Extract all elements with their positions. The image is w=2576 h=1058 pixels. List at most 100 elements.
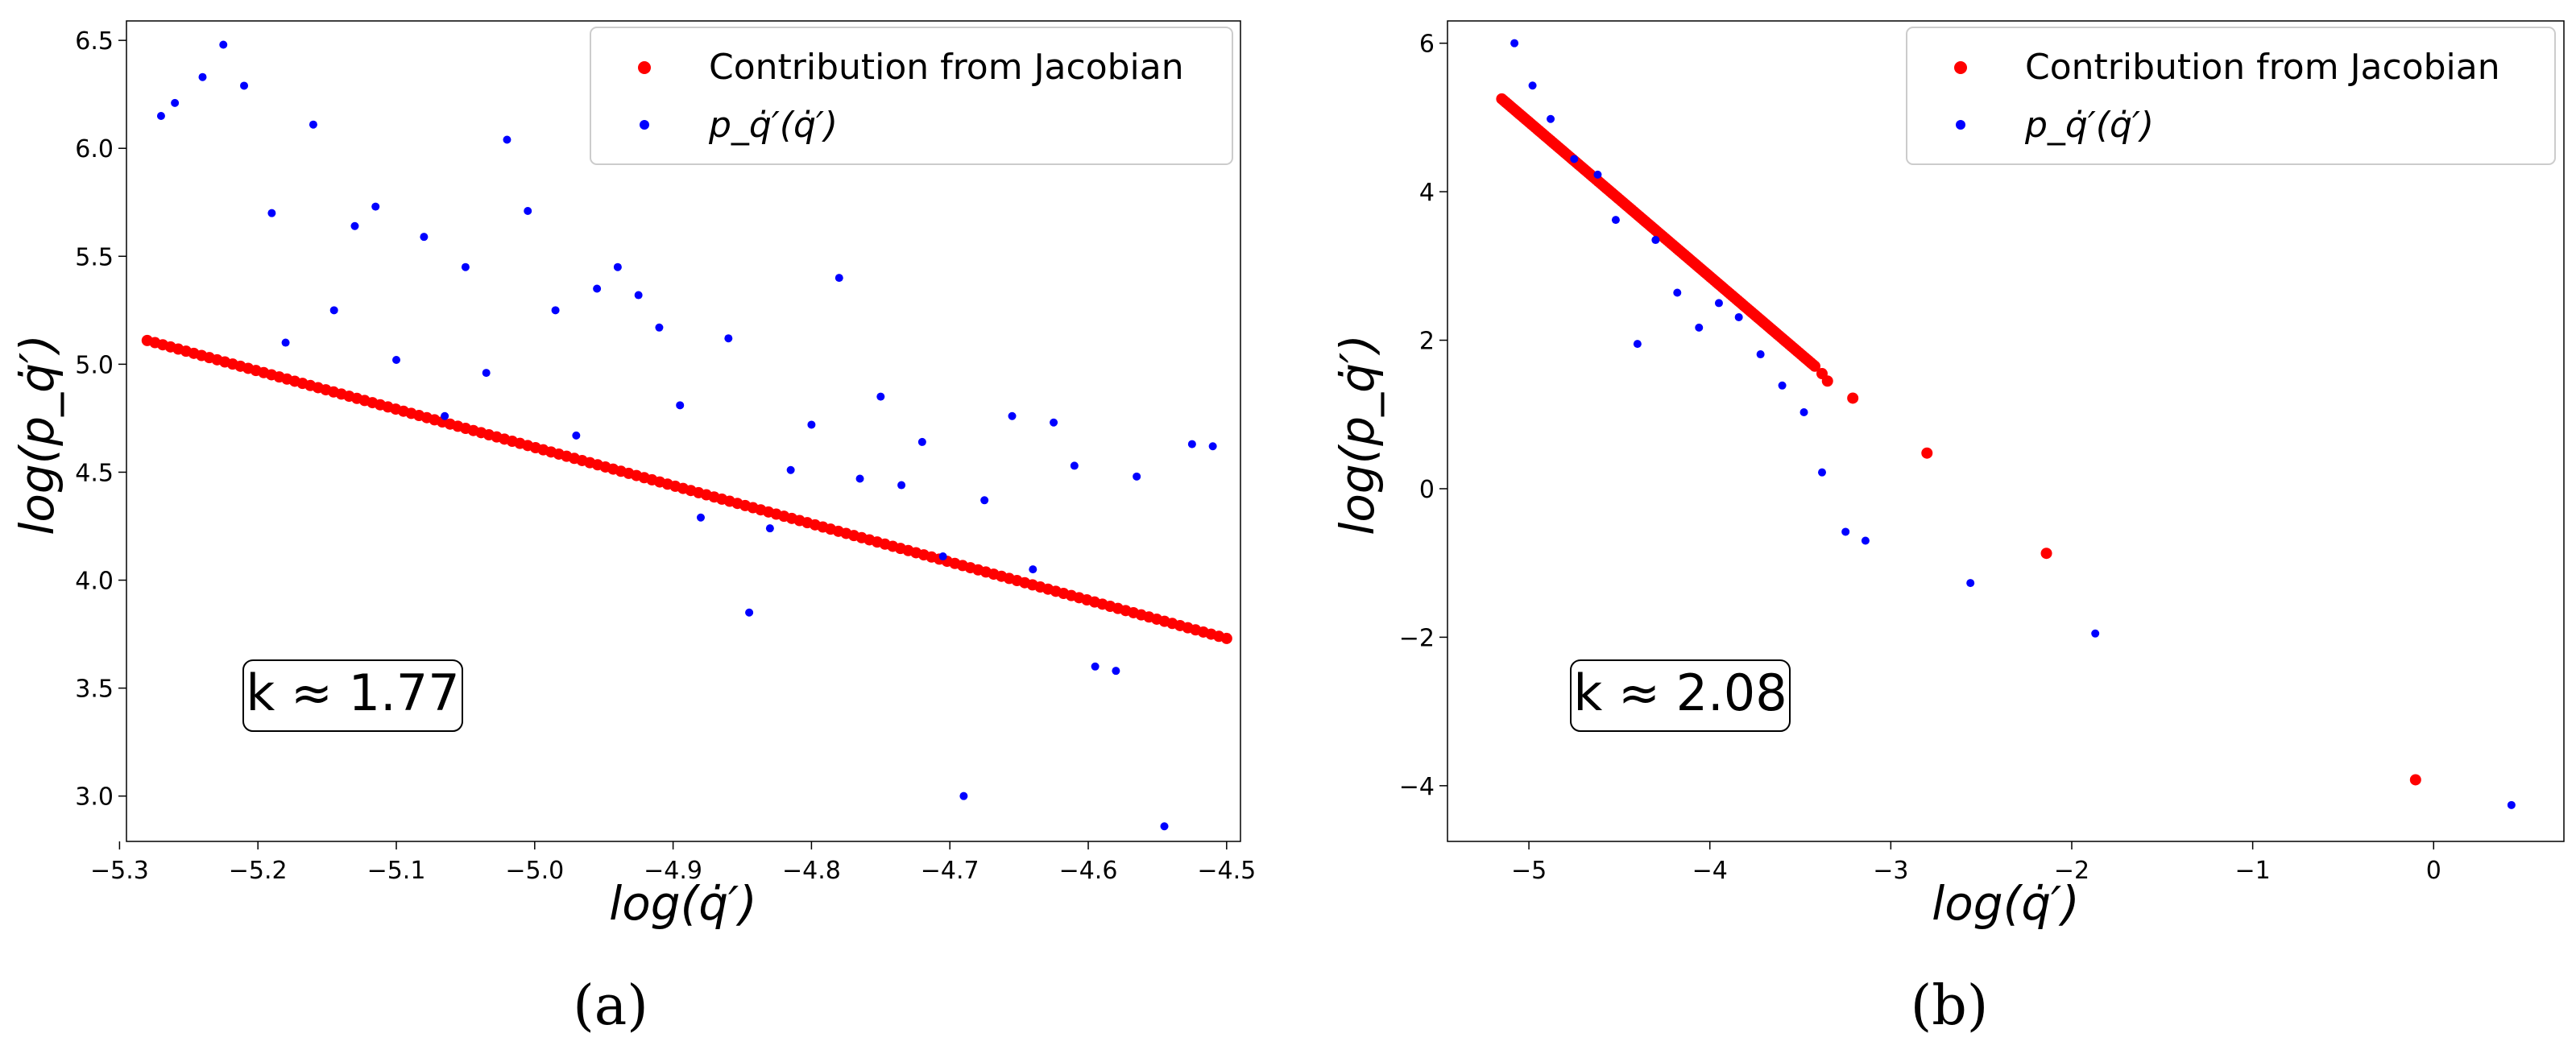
density-point-b xyxy=(1633,340,1642,349)
jacobian-point-b xyxy=(2409,774,2421,786)
density-point-a xyxy=(1091,662,1100,671)
density-point-a xyxy=(420,233,429,242)
density-point-b xyxy=(1695,323,1704,332)
density-point-a xyxy=(917,437,926,446)
density-point-b xyxy=(1861,536,1870,545)
legend-box-a xyxy=(590,27,1233,165)
x-tick-label: −1 xyxy=(2235,857,2271,885)
density-point-a xyxy=(267,209,276,217)
density-point-a xyxy=(876,392,885,401)
x-tick-label: −4.8 xyxy=(782,857,841,885)
density-point-b xyxy=(2507,800,2516,809)
x-tick-label: −5.0 xyxy=(505,857,564,885)
density-point-a xyxy=(350,221,359,230)
y-tick-label: 0 xyxy=(1419,476,1435,504)
density-point-b xyxy=(1817,468,1826,477)
density-point-b xyxy=(1756,350,1765,359)
density-point-b xyxy=(1673,288,1682,297)
density-point-a xyxy=(855,474,864,483)
x-tick-label: −5.2 xyxy=(229,857,288,885)
density-point-a xyxy=(461,262,470,271)
y-tick-label: 4 xyxy=(1419,179,1435,207)
legend-marker-density-b xyxy=(1956,120,1965,130)
density-point-a xyxy=(240,81,249,90)
jacobian-point-a xyxy=(1220,632,1232,644)
density-point-a xyxy=(281,338,290,347)
y-tick-label: 4.5 xyxy=(75,459,114,487)
x-tick-label: −5 xyxy=(1511,857,1547,885)
ticks-b: −5 −4 −3 −2 −1 0 −4 −2 0 2 4 6 xyxy=(1399,31,2441,885)
density-point-b xyxy=(1841,527,1850,536)
y-tick-label: 6.5 xyxy=(75,27,114,56)
x-axis-label-a: log(q̇′) xyxy=(609,876,757,931)
annotation-box-b xyxy=(1570,659,1791,732)
density-point-a xyxy=(634,291,643,300)
density-point-b xyxy=(1570,155,1579,163)
x-tick-label: −4.9 xyxy=(644,857,702,885)
annotation-a: k ≈ 1.77 xyxy=(242,659,463,732)
legend-marker-jacobian-b xyxy=(1954,61,1967,74)
density-point-a xyxy=(309,120,317,129)
density-point-b xyxy=(1651,236,1660,245)
legend-label-density-b: p_q̇′(q̇′) xyxy=(2024,105,2154,146)
legend-label-jacobian-a: Contribution from Jacobian xyxy=(709,47,1184,88)
density-point-a xyxy=(897,481,906,490)
density-point-a xyxy=(329,306,338,315)
legend-label-jacobian-b: Contribution from Jacobian xyxy=(2025,47,2500,88)
density-point-b xyxy=(1510,39,1519,48)
density-point-a xyxy=(765,524,774,533)
y-tick-label: 2 xyxy=(1419,328,1435,356)
density-point-a xyxy=(786,465,795,474)
annotation-text-b: k ≈ 2.08 xyxy=(1573,663,1787,722)
legend-marker-density-a xyxy=(640,120,649,130)
density-point-a xyxy=(1112,667,1120,676)
legend-a: Contribution from Jacobian p_q̇′(q̇′) xyxy=(590,27,1233,165)
density-point-b xyxy=(1547,114,1555,123)
density-point-a xyxy=(655,323,664,332)
density-point-a xyxy=(593,284,602,293)
jacobian-point-b xyxy=(2040,548,2052,560)
density-point-a xyxy=(1133,472,1141,481)
density-point-a xyxy=(441,411,449,420)
density-point-a xyxy=(1050,418,1058,427)
y-tick-label: 6.0 xyxy=(75,135,114,163)
density-point-a xyxy=(980,496,989,505)
density-point-a xyxy=(371,202,380,211)
density-point-a xyxy=(198,72,207,81)
density-point-a xyxy=(1187,440,1196,448)
x-tick-label: −5.1 xyxy=(367,857,426,885)
y-tick-label: 5.5 xyxy=(75,243,114,271)
jacobian-point-b xyxy=(1809,360,1821,372)
density-point-a xyxy=(171,98,180,107)
legend-b: Contribution from Jacobian p_q̇′(q̇′) xyxy=(1906,27,2556,165)
panel-b: −5 −4 −3 −2 −1 0 −4 −2 0 2 4 6 Contribution from Ja… xyxy=(1330,20,2565,1038)
density-point-a xyxy=(613,262,622,271)
legend-label-density-a: p_q̇′(q̇′) xyxy=(708,105,838,146)
density-point-b xyxy=(1528,81,1537,90)
legend-marker-jacobian-a xyxy=(638,61,651,74)
y-tick-label: −4 xyxy=(1399,773,1435,801)
panel-label-a: (a) xyxy=(573,974,648,1038)
annotation-box-a xyxy=(242,659,463,732)
density-point-b xyxy=(1778,381,1787,390)
y-tick-label: −2 xyxy=(1399,624,1435,652)
density-point-a xyxy=(696,513,705,522)
panel-label-b: (b) xyxy=(1911,974,1989,1038)
density-point-a xyxy=(1070,461,1079,470)
y-tick-label: 3.5 xyxy=(75,676,114,704)
density-point-b xyxy=(1966,579,1975,588)
density-point-b xyxy=(1714,299,1723,308)
jacobian-point-b xyxy=(1821,375,1833,387)
density-point-a xyxy=(524,206,532,215)
x-axis-label-b: log(q̇′) xyxy=(1932,876,2080,931)
density-point-a xyxy=(1208,442,1217,451)
density-point-a xyxy=(1160,822,1169,831)
density-point-a xyxy=(551,306,560,315)
x-tick-label: −4.6 xyxy=(1059,857,1118,885)
density-point-b xyxy=(1734,312,1743,321)
annotation-b: k ≈ 2.08 xyxy=(1570,659,1791,732)
y-tick-label: 6 xyxy=(1419,31,1435,59)
density-point-a xyxy=(835,274,843,283)
x-tick-label: −5.3 xyxy=(90,857,149,885)
